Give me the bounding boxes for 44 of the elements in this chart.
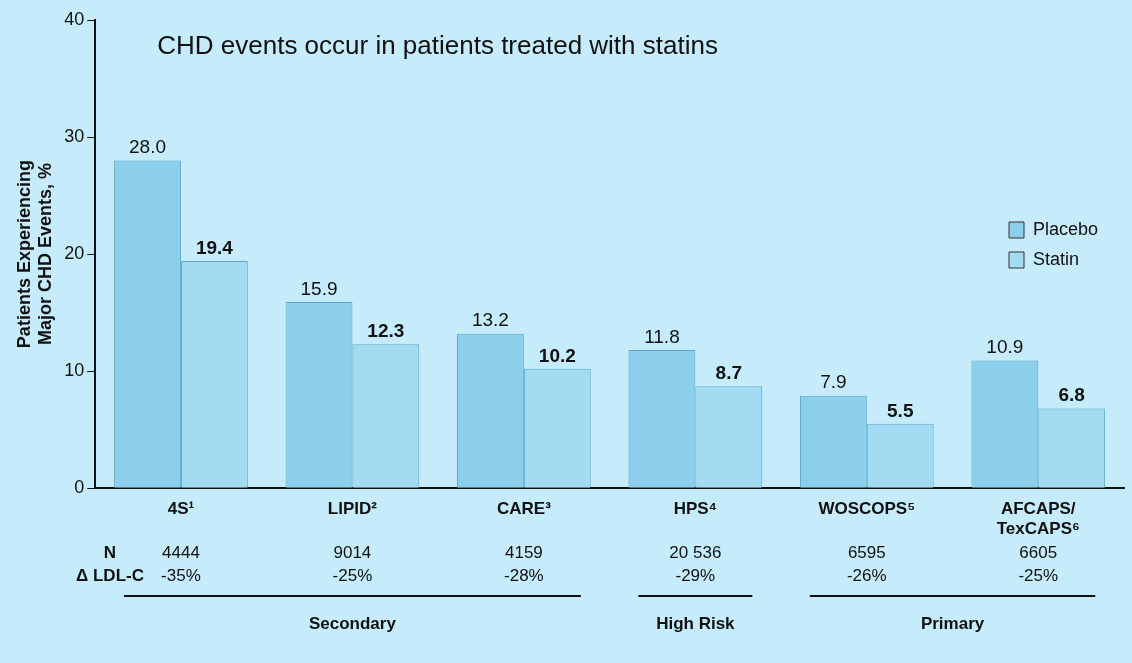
y-tick-label: 0 xyxy=(74,477,85,498)
data-label: 5.5 xyxy=(887,399,914,421)
text: -35% xyxy=(161,565,201,585)
data-label: 11.8 xyxy=(644,325,680,347)
text: Primary xyxy=(920,613,985,633)
data-label: 7.9 xyxy=(820,371,847,393)
legend-label: Statin xyxy=(1033,248,1080,269)
text: 9014 xyxy=(333,542,372,562)
text: 4159 xyxy=(504,542,543,562)
y-tick-label: 30 xyxy=(64,126,85,147)
text: N xyxy=(103,542,117,562)
y-tick-label: 10 xyxy=(64,360,85,381)
x-tick-label: LIPID² xyxy=(327,499,378,519)
data-label: 10.2 xyxy=(538,344,576,366)
data-label: 12.3 xyxy=(367,319,405,341)
legend-label: Placebo xyxy=(1033,218,1099,239)
data-label: 6.8 xyxy=(1058,384,1085,406)
text: -29% xyxy=(675,565,716,585)
text: -25% xyxy=(1018,565,1059,585)
x-tick-label: HPS⁴ xyxy=(673,499,718,519)
chart-title: CHD events occur in patients treated with statins xyxy=(157,30,718,61)
text: High Risk xyxy=(656,613,736,633)
data-label: 10.9 xyxy=(986,336,1024,358)
text: -28% xyxy=(504,565,544,585)
x-tick-label: AFCAPS/TexCAPS⁶ xyxy=(996,499,1080,539)
y-axis-title: Patients Experiencing Major CHD Events, % xyxy=(13,160,56,349)
text: 6595 xyxy=(847,542,886,562)
text: -25% xyxy=(332,565,373,585)
y-tick-label: 20 xyxy=(64,243,85,264)
data-label: 13.2 xyxy=(471,309,509,331)
x-tick-label: WOSCOPS⁵ xyxy=(818,499,916,519)
text: -26% xyxy=(846,565,887,585)
x-tick-label: 4S¹ xyxy=(167,499,195,519)
text: 20 536 xyxy=(669,542,722,562)
data-label: 15.9 xyxy=(300,277,338,299)
text: Δ LDL-C xyxy=(76,565,144,585)
x-tick-label: CARE³ xyxy=(496,499,552,519)
text: 6605 xyxy=(1019,542,1058,562)
y-tick-label: 40 xyxy=(64,8,85,29)
data-label: 28.0 xyxy=(129,136,167,158)
text: Secondary xyxy=(308,613,397,633)
data-label: 19.4 xyxy=(195,236,234,258)
text: 4444 xyxy=(162,542,200,562)
data-label: 8.7 xyxy=(715,362,742,384)
